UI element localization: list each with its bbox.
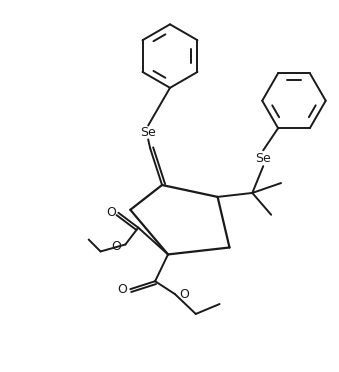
Text: O: O: [117, 283, 127, 296]
Text: O: O: [179, 288, 189, 301]
Text: Se: Se: [255, 152, 271, 165]
Text: O: O: [106, 206, 116, 219]
Text: Se: Se: [140, 126, 156, 139]
Text: O: O: [112, 240, 121, 253]
